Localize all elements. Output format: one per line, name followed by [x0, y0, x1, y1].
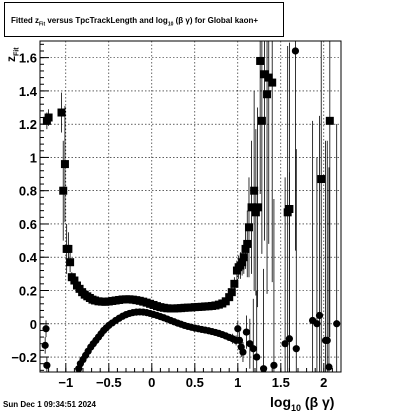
- square-marker: [325, 116, 334, 125]
- y-axis-label: zFit: [4, 47, 20, 62]
- y-tick-label: 0.2: [19, 283, 37, 298]
- x-axis-label: log10 (β γ): [270, 394, 334, 413]
- plot-frame: [39, 40, 342, 373]
- square-marker: [221, 297, 230, 306]
- title-middle: versus TpcTrackLength and log: [45, 16, 168, 25]
- y-axis-label-sub: Fit: [13, 47, 21, 56]
- y-axis-label-main: z: [4, 56, 18, 62]
- x-tick-label: 0: [148, 375, 155, 390]
- chart-title: Fitted zFit versus TpcTrackLength and lo…: [11, 16, 258, 28]
- x-tick-label: 1: [234, 375, 241, 390]
- x-axis-label-sub: 10: [291, 402, 302, 413]
- square-marker: [251, 208, 260, 217]
- square-marker: [247, 203, 256, 212]
- y-tick-label: 1.2: [19, 117, 37, 132]
- y-tick-label: 1.4: [19, 84, 38, 99]
- square-marker: [317, 175, 326, 184]
- square-marker: [238, 258, 247, 267]
- square-marker: [225, 293, 234, 302]
- circle-marker: [291, 47, 300, 55]
- square-marker: [263, 90, 272, 99]
- x-axis-label-main: log: [270, 394, 291, 410]
- x-tick-label: 2: [320, 375, 327, 390]
- square-marker: [60, 160, 69, 169]
- chart-grid: [40, 41, 341, 372]
- circle-marker: [253, 353, 261, 361]
- square-marker: [64, 244, 73, 253]
- square-marker: [227, 288, 236, 297]
- square-marker: [244, 223, 253, 232]
- x-tick-label: −1: [58, 375, 73, 390]
- y-tick-label: 0.8: [19, 184, 37, 199]
- square-marker: [66, 258, 75, 267]
- square-marker: [241, 244, 250, 253]
- square-marker: [230, 279, 239, 288]
- x-axis-label-suffix: (β γ): [304, 394, 335, 410]
- circle-marker: [325, 363, 333, 371]
- square-marker: [57, 108, 66, 117]
- circle-marker: [270, 361, 278, 369]
- y-tick-label: 1: [30, 150, 37, 165]
- circle-marker: [242, 328, 250, 336]
- circle-marker: [42, 325, 50, 333]
- square-marker: [260, 70, 269, 79]
- circle-marker: [281, 340, 289, 348]
- circle-marker: [285, 335, 293, 343]
- square-marker: [256, 56, 265, 65]
- circle-marker: [235, 336, 244, 344]
- data-points: [41, 47, 341, 373]
- circle-marker: [313, 320, 321, 328]
- square-marker: [285, 204, 294, 213]
- title-prefix: Fitted z: [11, 16, 39, 25]
- square-marker: [257, 116, 266, 125]
- y-tick-label: 0: [30, 317, 37, 332]
- y-tick-label: 0.4: [19, 250, 38, 265]
- timestamp: Sun Dec 1 09:34:51 2024: [3, 400, 96, 409]
- title-subscript: Fit: [39, 21, 46, 28]
- title-suffix: (β γ) for Global kaon+: [173, 16, 259, 25]
- square-marker: [59, 186, 68, 195]
- circle-marker: [249, 345, 257, 353]
- y-tick-label: 0.6: [19, 217, 37, 232]
- x-tick-label: 0.5: [186, 375, 204, 390]
- title-subscript-2: 10: [167, 21, 174, 28]
- square-marker: [70, 276, 79, 285]
- circle-marker: [41, 341, 49, 349]
- square-marker: [264, 73, 273, 82]
- x-tick-label: 1.5: [272, 375, 290, 390]
- square-marker: [44, 113, 53, 122]
- axis-ticks: −1 −0.5 0 0.5 1 1.5 2 −0.2 0 0.2 0.4 0.6 0.8 1 1.2 1.4 1…: [11, 43, 342, 390]
- y-tick-label: −0.2: [11, 350, 37, 365]
- title-box: Fitted zFit versus TpcTrackLength and lo…: [4, 2, 284, 37]
- circle-marker: [234, 325, 242, 333]
- circle-marker: [292, 345, 300, 353]
- y-tick-label: 1.6: [19, 51, 37, 66]
- circle-marker: [323, 336, 331, 344]
- circle-marker: [315, 311, 324, 320]
- square-marker: [250, 186, 259, 195]
- x-tick-label: −0.5: [96, 375, 122, 390]
- square-marker: [243, 239, 252, 248]
- square-marker: [239, 253, 248, 262]
- circle-marker: [43, 361, 51, 369]
- square-marker: [253, 203, 262, 212]
- square-marker: [268, 78, 277, 87]
- circle-marker: [333, 320, 341, 328]
- circle-marker: [239, 348, 247, 356]
